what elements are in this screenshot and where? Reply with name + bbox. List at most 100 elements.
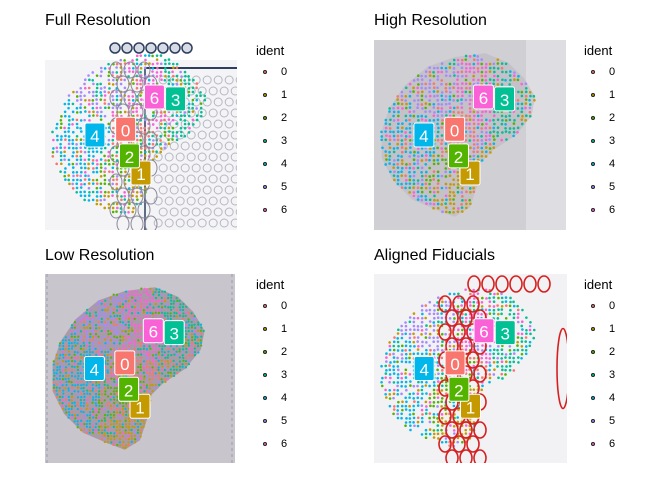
spot	[115, 387, 118, 390]
spot	[203, 98, 207, 102]
spot	[480, 312, 483, 316]
spot	[133, 293, 136, 297]
fiducial-spot	[145, 42, 157, 54]
spot	[413, 400, 416, 403]
spot	[480, 74, 484, 78]
spot	[392, 396, 395, 400]
spot	[65, 374, 68, 378]
spot	[172, 374, 176, 378]
spot	[101, 434, 104, 437]
spot	[172, 368, 176, 371]
spot	[67, 98, 71, 102]
spot	[61, 386, 64, 389]
spot	[432, 336, 435, 340]
spot	[86, 326, 89, 329]
spot	[193, 338, 197, 341]
spot	[420, 170, 423, 174]
spot	[472, 62, 476, 66]
spot	[139, 79, 142, 82]
spot	[444, 186, 448, 190]
spot	[489, 151, 492, 154]
spot	[127, 293, 130, 297]
spot	[432, 352, 436, 356]
spot	[139, 323, 142, 326]
spot	[496, 304, 499, 307]
spot	[440, 174, 444, 178]
spot	[396, 416, 400, 420]
spot	[67, 335, 71, 339]
spot	[100, 389, 103, 393]
spot	[496, 62, 500, 65]
cluster-label-0: 0	[444, 116, 466, 142]
spot	[110, 308, 113, 312]
spot	[118, 419, 122, 422]
spot	[404, 321, 407, 324]
spot	[76, 383, 79, 386]
legend-key	[263, 93, 267, 97]
spot	[79, 347, 83, 350]
spot	[440, 91, 444, 94]
spot	[149, 299, 152, 303]
legend-key	[263, 396, 267, 400]
spot	[169, 302, 173, 306]
spot	[501, 344, 504, 348]
spot	[76, 342, 79, 345]
spot	[520, 336, 524, 340]
fiducial-circle	[537, 275, 551, 293]
spot	[516, 344, 519, 347]
spot	[416, 325, 420, 328]
spot	[405, 178, 408, 182]
spot	[416, 159, 420, 162]
spot	[123, 194, 127, 198]
spot	[134, 308, 137, 311]
spot	[508, 304, 512, 308]
spot	[197, 321, 200, 324]
spot	[87, 186, 91, 190]
spot	[109, 368, 112, 371]
spot	[59, 371, 62, 374]
spot	[68, 398, 71, 402]
spot	[139, 306, 142, 309]
spot	[130, 374, 134, 378]
spot	[465, 86, 468, 90]
spot	[107, 155, 110, 158]
spot	[97, 410, 100, 414]
spot	[171, 131, 175, 134]
spot	[149, 381, 152, 384]
spot	[199, 102, 203, 105]
spot	[125, 405, 128, 408]
fiducial-circle	[438, 323, 452, 341]
fiducial-circle	[109, 89, 123, 107]
spot	[175, 312, 178, 315]
spot	[175, 114, 179, 117]
spot	[445, 114, 448, 117]
spot	[83, 118, 86, 122]
spot	[181, 305, 185, 308]
spot	[388, 341, 391, 344]
spot	[83, 82, 86, 86]
spot	[91, 341, 94, 344]
spot	[428, 74, 432, 77]
spot	[436, 361, 439, 364]
spot	[95, 114, 99, 117]
spot	[59, 362, 62, 365]
spot	[103, 106, 107, 110]
spot	[99, 87, 103, 90]
spot	[163, 78, 167, 82]
spot	[59, 154, 63, 158]
spot	[157, 299, 160, 302]
legend-item-3: 3	[591, 369, 615, 381]
spot	[151, 62, 155, 66]
spot	[101, 305, 104, 308]
spot	[412, 421, 415, 424]
spot	[476, 58, 480, 62]
spot	[74, 417, 77, 420]
spot	[82, 341, 85, 344]
spot	[167, 293, 170, 297]
spot	[143, 126, 146, 130]
spot	[432, 178, 436, 181]
spot	[91, 94, 95, 98]
spot	[440, 384, 444, 388]
spot	[161, 365, 164, 368]
